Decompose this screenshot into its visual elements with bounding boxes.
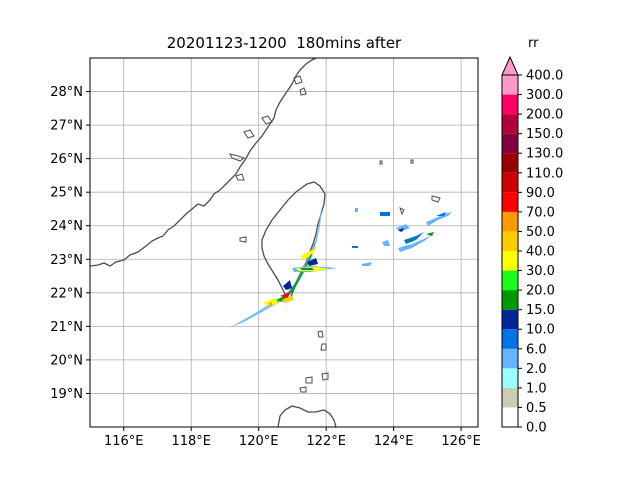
ryukyu-islets <box>379 159 441 216</box>
lat-tick-label: 28°N <box>50 85 83 100</box>
colorbar-segment <box>502 348 518 369</box>
colorbar-segment <box>502 290 518 310</box>
colorbar-tick-label: 400.0 <box>526 69 563 84</box>
lat-tick-label: 26°N <box>50 152 83 167</box>
colorbar-segment <box>502 172 518 193</box>
colorbar-segment <box>502 133 518 154</box>
colorbar-tick-label: 15.0 <box>526 303 555 318</box>
lat-tick-label: 27°N <box>50 119 83 134</box>
colorbar-tick-label: 1.0 <box>526 381 547 396</box>
colorbar-tick-label: 40.0 <box>526 245 555 260</box>
colorbar-tick-label: 6.0 <box>526 342 547 357</box>
colorbar-segment <box>502 153 518 173</box>
lon-tick-label: 120°E <box>239 434 279 449</box>
lat-tick-label: 21°N <box>50 320 83 335</box>
colorbar-tick-label: 30.0 <box>526 264 555 279</box>
colorbar-tick-label: 110.0 <box>526 166 563 181</box>
colorbar-tick-label: 2.0 <box>526 362 547 377</box>
map-title: 20201123-1200 180mins after <box>166 34 402 52</box>
colorbar-segment <box>502 75 518 95</box>
colorbar-tick-label: 10.0 <box>526 323 555 338</box>
coastal-islets <box>229 75 307 243</box>
colorbar-tick-label: 300.0 <box>526 88 563 103</box>
colorbar-tick-label: 90.0 <box>526 186 555 201</box>
map-axis-ticks: 116°E 118°E 120°E 122°E 124°E 126°E 19°N 20°N 21… <box>50 85 481 449</box>
colorbar-tick-label: 0.0 <box>526 421 547 436</box>
lat-tick-label: 22°N <box>50 286 83 301</box>
colorbar: 0.0 0.5 1.0 2.0 6.0 10.0 15.0 20.0 30.0 40.0 50.0 7… <box>501 55 563 436</box>
colorbar-segment <box>502 231 518 251</box>
colorbar-segment <box>502 309 518 330</box>
lat-tick-label: 19°N <box>50 387 83 402</box>
colorbar-segment <box>502 270 518 291</box>
colorbar-segment <box>502 407 518 427</box>
lat-tick-label: 23°N <box>50 253 83 268</box>
colorbar-tick-label: 150.0 <box>526 127 563 142</box>
colorbar-tick-label: 20.0 <box>526 284 555 299</box>
lon-tick-label: 122°E <box>306 434 346 449</box>
lat-tick-label: 20°N <box>50 353 83 368</box>
colorbar-tick-label: 130.0 <box>526 147 563 162</box>
lat-tick-label: 24°N <box>50 219 83 234</box>
colorbar-tick-label: 50.0 <box>526 225 555 240</box>
colorbar-segment <box>502 368 518 388</box>
rainfall-echoes <box>229 208 452 328</box>
map-frame <box>89 57 479 428</box>
colorbar-segment <box>502 329 518 349</box>
colorbar-extend-arrow <box>501 55 519 76</box>
colorbar-segment <box>502 251 518 271</box>
map-gridlines <box>90 58 478 427</box>
colorbar-tick-label: 0.5 <box>526 401 547 416</box>
colorbar-segment <box>502 387 518 408</box>
colorbar-unit-label: rr <box>528 36 539 51</box>
luzon-outline <box>277 405 337 427</box>
colorbar-tick-label: 70.0 <box>526 205 555 220</box>
colorbar-tick-label: 200.0 <box>526 108 563 123</box>
colorbar-segment <box>502 114 518 134</box>
colorbar-segment <box>502 94 518 115</box>
lon-tick-label: 124°E <box>374 434 414 449</box>
china-coastline <box>90 58 317 267</box>
colorbar-segment <box>502 211 518 232</box>
lat-tick-label: 25°N <box>50 186 83 201</box>
colorbar-segment <box>502 192 518 212</box>
batanes-islets <box>299 330 329 393</box>
lon-tick-label: 126°E <box>441 434 481 449</box>
lon-tick-label: 116°E <box>104 434 144 449</box>
lon-tick-label: 118°E <box>171 434 211 449</box>
